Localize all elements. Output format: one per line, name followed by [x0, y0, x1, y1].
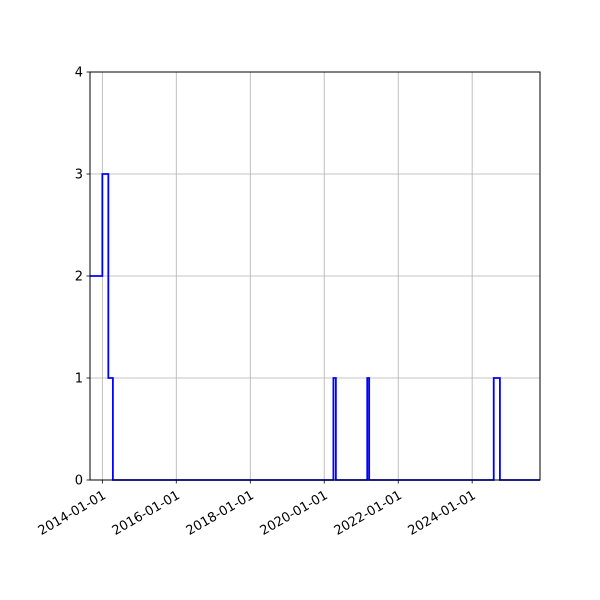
- y-tick-label: 0: [75, 474, 83, 489]
- grid-lines: [90, 71, 540, 481]
- y-axis: 0 1 2 3 4: [75, 66, 90, 489]
- series-step-line: [90, 173, 540, 481]
- y-tick-label: 3: [75, 168, 83, 183]
- y-tick-label: 1: [75, 372, 83, 387]
- series-layer: [90, 173, 540, 481]
- y-tick-label: 4: [75, 66, 83, 81]
- y-tick-label: 2: [75, 270, 83, 285]
